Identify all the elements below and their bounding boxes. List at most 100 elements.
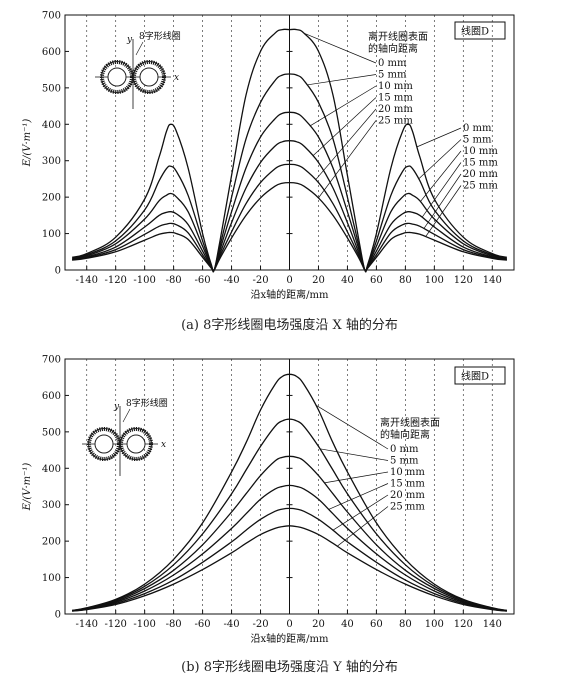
x-tick-label: -80 xyxy=(166,619,182,630)
x-tick-label: 60 xyxy=(370,619,383,630)
y-tick-label: 700 xyxy=(42,11,61,22)
x-tick-label: -20 xyxy=(252,275,268,286)
x-tick-label: 80 xyxy=(399,275,412,286)
series-line-2 xyxy=(72,455,507,612)
x-axis-label: 沿x轴的距离/mm xyxy=(251,632,329,645)
series-line-1 xyxy=(72,418,507,612)
chart-panel-b: -140 -120 -100 -80 -60 -40 -20 0 20 40 60 80 100 120 1… xyxy=(22,355,515,675)
y-tick-label: 0 xyxy=(55,610,61,621)
y-tick-label: 0 xyxy=(55,266,61,277)
x-tick-label: 20 xyxy=(312,275,325,286)
y-tick-label: 400 xyxy=(42,464,61,475)
y-axis-label: E/(V·m⁻¹) xyxy=(22,463,33,512)
legend-entry: 10 mm xyxy=(378,81,413,92)
y-tick-label: 600 xyxy=(42,47,61,58)
x-tick-label: 40 xyxy=(341,275,354,286)
x-tick-label: 140 xyxy=(483,619,502,630)
chart-panel-a: -140 -120 -100 -80 -60 -40 -20 0 20 40 60 80 100 120 1… xyxy=(22,11,515,333)
legend-entry: 25 mm xyxy=(390,502,425,513)
legend-entry: 25 mm xyxy=(378,116,413,127)
legend-entry: 0 mm xyxy=(390,444,419,455)
x-axis-label: 沿x轴的距离/mm xyxy=(251,288,329,301)
legend-leader xyxy=(328,483,389,510)
coil-ring-inner xyxy=(107,67,127,87)
side-legend-leader xyxy=(423,173,462,229)
x-tick-label: -20 xyxy=(252,619,268,630)
box-label: 线圈D xyxy=(461,370,489,383)
series-line-3 xyxy=(72,484,507,612)
coil-ring-outline xyxy=(120,428,152,460)
legend-entry: 5 mm xyxy=(378,70,407,81)
x-tick-label: -100 xyxy=(133,619,155,630)
x-tick-label: 80 xyxy=(399,619,412,630)
coil-ring-inner xyxy=(94,434,114,454)
x-tick-label: -40 xyxy=(224,275,240,286)
legend-leader xyxy=(319,448,389,461)
series-line-0 xyxy=(72,28,507,273)
coil-inset: y x 8字形线圈 xyxy=(82,397,168,476)
side-legend-leader xyxy=(421,162,462,218)
y-tick-label: 300 xyxy=(42,156,61,167)
series-line-2 xyxy=(72,111,507,272)
y-tick-label: 500 xyxy=(42,427,61,438)
series-line-4 xyxy=(72,163,507,272)
series-line-1 xyxy=(72,73,507,273)
y-tick-label: 200 xyxy=(42,537,61,548)
coil-x-label: x xyxy=(161,440,166,450)
coil-name-label: 8字形线圈 xyxy=(126,397,168,409)
y-tick-label: 600 xyxy=(42,391,61,402)
side-legend-leader xyxy=(420,150,462,202)
y-axis-label: E/(V·m⁻¹) xyxy=(22,119,33,168)
x-tick-label: 40 xyxy=(341,619,354,630)
box-label-frame xyxy=(454,21,506,40)
legend-leader xyxy=(324,471,389,484)
y-tick-label: 400 xyxy=(42,120,61,131)
x-tick-label: 120 xyxy=(454,619,473,630)
series-line-5 xyxy=(72,525,507,612)
series-line-5 xyxy=(72,181,507,272)
x-tick-label: 140 xyxy=(483,275,502,286)
coil-name-label: 8字形线圈 xyxy=(139,30,181,42)
side-legend-entry: 15 mm xyxy=(463,158,498,169)
legend-leader xyxy=(315,108,377,181)
box-label-frame xyxy=(454,366,506,385)
y-tick-label: 100 xyxy=(42,229,61,240)
legend-leader xyxy=(332,494,389,531)
coil-ring-inner xyxy=(139,67,159,87)
x-tick-label: -120 xyxy=(104,619,126,630)
y-tick-label: 200 xyxy=(42,193,61,204)
x-tick-label: 120 xyxy=(454,275,473,286)
legend-entry: 5 mm xyxy=(390,456,419,467)
x-tick-label: -100 xyxy=(133,275,155,286)
side-legend-leader xyxy=(418,139,462,180)
y-tick-label: 100 xyxy=(42,573,61,584)
coil-y-label: y xyxy=(126,35,133,45)
x-tick-label: -40 xyxy=(224,619,240,630)
y-tick-label: 300 xyxy=(42,500,61,511)
series-line-4 xyxy=(72,507,507,612)
x-tick-label: -60 xyxy=(195,619,211,630)
x-tick-label: -120 xyxy=(104,275,126,286)
caption: (a) 8字形线圈电场强度沿 X 轴的分布 xyxy=(181,317,398,333)
side-legend-entry: 0 mm xyxy=(463,123,492,134)
x-tick-label: 100 xyxy=(425,619,444,630)
x-tick-label: 100 xyxy=(425,275,444,286)
legend-entry: 15 mm xyxy=(378,93,413,104)
x-tick-label: -60 xyxy=(195,275,211,286)
legend-title-line: 的轴向距离 xyxy=(368,42,418,55)
side-legend-leader xyxy=(416,127,462,148)
x-tick-label: 20 xyxy=(312,619,325,630)
legend-leader xyxy=(312,97,377,157)
y-tick-label: 700 xyxy=(42,355,61,366)
x-tick-label: 60 xyxy=(370,275,383,286)
side-legend-entry: 5 mm xyxy=(463,135,492,146)
x-tick-label: 0 xyxy=(286,619,292,630)
legend-leader xyxy=(309,85,377,127)
x-tick-label: 0 xyxy=(286,275,292,286)
legend-entry: 20 mm xyxy=(378,104,413,115)
coil-label-leader xyxy=(122,408,131,423)
